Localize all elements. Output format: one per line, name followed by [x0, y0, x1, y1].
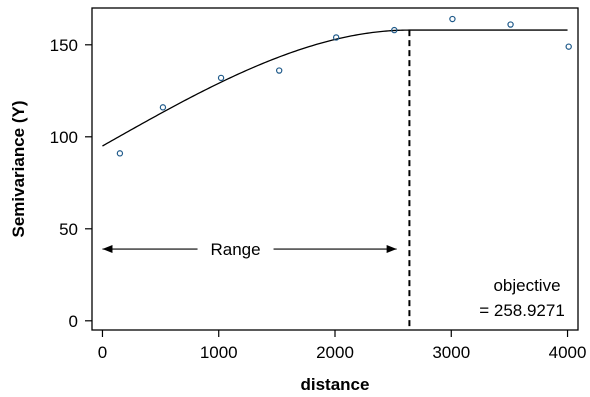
- data-point: [332, 34, 340, 41]
- data-point: [449, 15, 456, 23]
- x-axis: 0 1000 2000 3000 4000: [98, 330, 587, 362]
- y-axis-title: Semivariance (Y): [9, 100, 28, 237]
- y-tick-label: 50: [59, 220, 78, 239]
- plot-marks: [102, 15, 572, 330]
- objective-label: objective: [493, 276, 560, 295]
- data-point: [116, 150, 124, 157]
- data-point: [507, 21, 514, 28]
- x-tick-label: 4000: [549, 343, 587, 362]
- data-point: [275, 67, 283, 74]
- data-point: [391, 26, 398, 34]
- data-point: [217, 74, 225, 82]
- range-label: Range: [210, 240, 260, 259]
- x-tick-label: 0: [98, 343, 107, 362]
- data-point: [565, 43, 572, 50]
- y-tick-label: 150: [50, 36, 78, 55]
- range-arrow-right-head: [386, 245, 397, 254]
- x-axis-title: distance: [301, 375, 370, 394]
- y-tick-label: 100: [50, 128, 78, 147]
- x-tick-label: 1000: [200, 343, 238, 362]
- x-tick-label: 3000: [432, 343, 470, 362]
- fitted-curve: [102, 29, 568, 147]
- data-point: [159, 104, 167, 111]
- x-tick-label: 2000: [316, 343, 354, 362]
- objective-value: = 258.9271: [479, 301, 565, 320]
- range-arrow-left-head: [102, 245, 113, 254]
- y-tick-label: 0: [69, 312, 78, 331]
- y-axis: 0 50 100 150: [50, 36, 92, 331]
